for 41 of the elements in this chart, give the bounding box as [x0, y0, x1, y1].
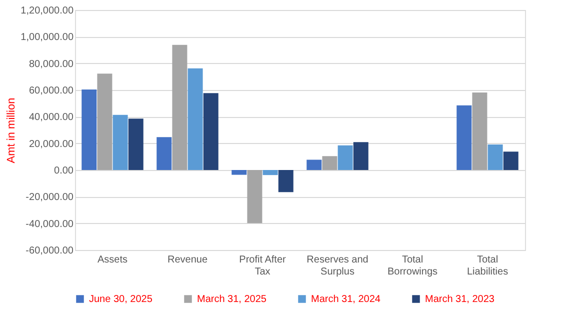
bar	[188, 68, 203, 170]
y-tick-label: 1,00,000.00	[20, 32, 74, 44]
y-tick-label: 1,20,000.00	[20, 6, 74, 16]
y-tick-label: 20,000.00	[29, 138, 74, 150]
x-tick-label: Total Borrowings	[387, 254, 438, 278]
x-tick-label: Reserves and Surplus	[306, 254, 368, 278]
bar	[172, 44, 188, 170]
legend-label: March 31, 2025	[197, 294, 267, 305]
bar	[322, 156, 338, 170]
bar	[128, 118, 144, 170]
bar	[488, 144, 503, 170]
y-tick-label: -60,000.00	[26, 246, 74, 256]
legend-label: March 31, 2023	[425, 294, 495, 305]
x-tick-label: Revenue	[167, 254, 208, 266]
bar	[278, 170, 294, 192]
y-tick-label: 0.00	[54, 166, 74, 176]
x-tick-label: Profit After Tax	[239, 254, 287, 278]
y-tick-label: 40,000.00	[29, 112, 74, 124]
bar	[156, 137, 172, 170]
legend-label: June 30, 2025	[89, 294, 153, 305]
bar	[353, 142, 368, 170]
x-tick-label: Total Liabilities	[466, 254, 508, 278]
bar	[338, 145, 353, 170]
bar	[247, 170, 262, 224]
y-axis-title: Amt in million	[6, 98, 18, 164]
bar	[112, 114, 128, 170]
x-tick-label: Assets	[97, 254, 128, 266]
bar	[306, 160, 322, 170]
legend-label: March 31, 2024	[311, 294, 381, 305]
bar	[232, 170, 247, 175]
bar	[203, 93, 218, 170]
y-tick-label: -20,000.00	[26, 192, 74, 204]
y-tick-label: 60,000.00	[29, 86, 74, 96]
bar	[262, 170, 278, 176]
bar	[97, 74, 112, 170]
bar	[456, 105, 472, 170]
y-tick-label: 80,000.00	[29, 58, 74, 70]
bar	[472, 92, 488, 170]
bar	[503, 152, 518, 170]
y-tick-label: -40,000.00	[26, 218, 74, 230]
bar	[82, 89, 97, 170]
